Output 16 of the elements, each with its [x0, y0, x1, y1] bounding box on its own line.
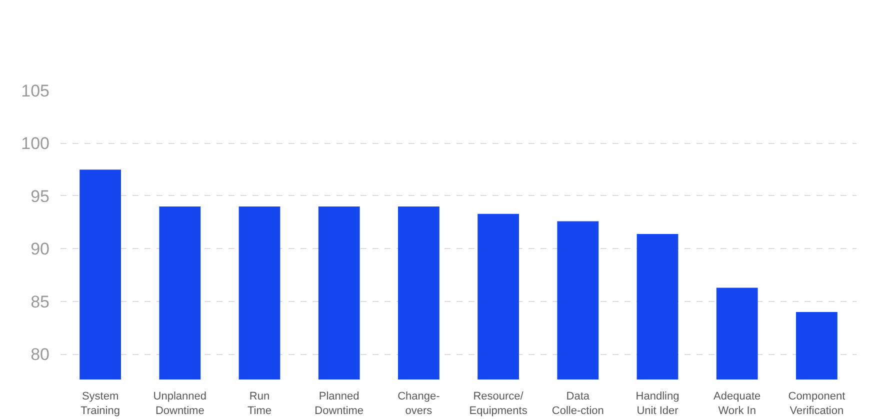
x-tick-label: Data Colle-ction: [552, 390, 604, 417]
x-tick-label: System Training: [80, 390, 120, 417]
x-tick-label: Handling Unit Ider: [636, 390, 680, 417]
y-tick-label: 80: [30, 345, 50, 364]
x-tick-label: Adequate Work In: [714, 390, 761, 417]
x-tick-label: Resource/ Equipments: [469, 390, 528, 417]
y-tick-label: 105: [21, 82, 50, 100]
x-tick-label: Change- overs: [398, 390, 440, 417]
y-tick-label: 95: [30, 186, 50, 206]
x-tick-label: Component Verification: [788, 390, 846, 417]
y-tick-label: 100: [21, 134, 50, 154]
x-tick-label: Planned Downtime: [314, 390, 364, 417]
x-tick-label: Unplanned Downtime: [153, 390, 207, 417]
y-tick-label: 85: [30, 292, 50, 312]
y-tick-label: 90: [30, 240, 50, 259]
x-tick-label: Run Time: [247, 390, 272, 417]
